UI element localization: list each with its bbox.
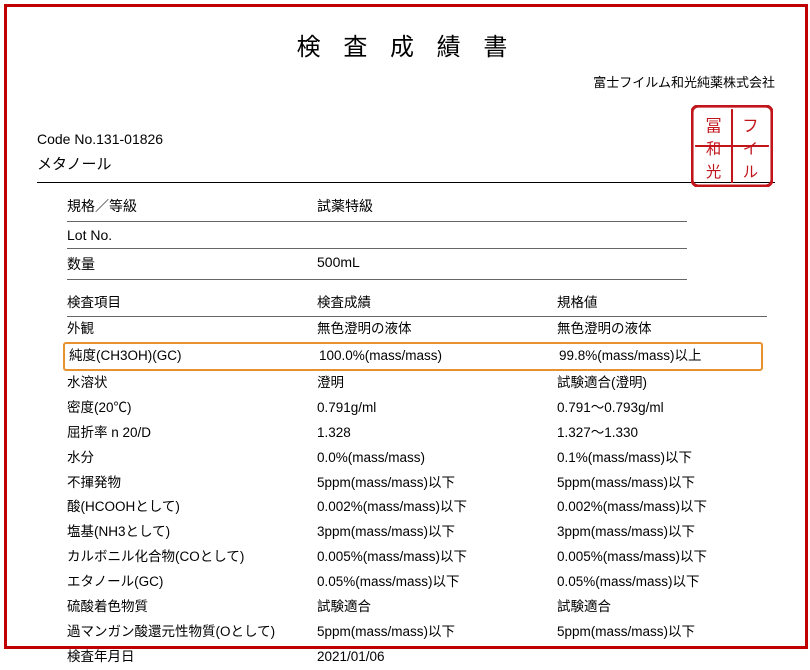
cell-result: 0.791g/ml (317, 398, 557, 419)
svg-text:フ: フ (742, 118, 758, 136)
meta-row-qty: 数量 500mL (67, 249, 687, 280)
cell-result: 無色澄明の液体 (317, 319, 557, 340)
svg-text:冨: 冨 (705, 118, 721, 136)
header-spec: 規格値 (557, 291, 767, 311)
meta-row-lot: Lot No. (67, 222, 687, 249)
table-row: 屈折率 n 20/D1.3281.327～1.330 (67, 421, 767, 446)
cell-result: 0.005%(mass/mass)以下 (317, 547, 557, 568)
cell-spec: 試験適合 (557, 597, 767, 618)
cell-item: 外観 (67, 319, 317, 340)
table-row: エタノール(GC)0.05%(mass/mass)以下0.05%(mass/ma… (67, 570, 767, 595)
cell-result: 2021/01/06 (317, 647, 557, 668)
cell-item: 純度(CH3OH)(GC) (69, 346, 319, 367)
header-result: 検査成績 (317, 291, 557, 311)
cell-result: 3ppm(mass/mass)以下 (317, 522, 557, 543)
qty-value: 500mL (317, 254, 360, 274)
cell-spec: 1.327～1.330 (557, 423, 767, 444)
cell-spec: 試験適合(澄明) (557, 373, 767, 394)
cell-spec: 99.8%(mass/mass)以上 (559, 346, 761, 367)
cell-spec: 0.05%(mass/mass)以下 (557, 572, 767, 593)
table-row: 塩基(NH3として)3ppm(mass/mass)以下3ppm(mass/mas… (67, 520, 767, 545)
results-table: 検査項目 検査成績 規格値 外観 無色澄明の液体 無色澄明の液体 純度(CH3O… (67, 286, 775, 670)
code-number: Code No.131-01826 (37, 131, 775, 147)
cell-spec: 5ppm(mass/mass)以下 (557, 473, 767, 494)
table-row: 硫酸着色物質試験適合試験適合 (67, 595, 767, 620)
cell-result: 0.05%(mass/mass)以下 (317, 572, 557, 593)
table-row: 過マンガン酸還元性物質(Oとして)5ppm(mass/mass)以下5ppm(m… (67, 620, 767, 645)
svg-text:和: 和 (706, 140, 721, 158)
svg-text:ル: ル (743, 164, 758, 181)
cell-item: 過マンガン酸還元性物質(Oとして) (67, 622, 317, 643)
cell-item: 塩基(NH3として) (67, 522, 317, 543)
product-name: メタノール (37, 153, 775, 174)
cell-result: 100.0%(mass/mass) (319, 346, 559, 367)
cell-item: 屈折率 n 20/D (67, 423, 317, 444)
cell-result: 0.0%(mass/mass) (317, 448, 557, 469)
cell-item: 密度(20℃) (67, 398, 317, 419)
cell-item: 硫酸着色物質 (67, 597, 317, 618)
cell-result: 5ppm(mass/mass)以下 (317, 473, 557, 494)
company-name: 富士フイルム和光純薬株式会社 (37, 72, 775, 91)
svg-text:イ: イ (743, 141, 758, 158)
certificate-page: 検 査 成 績 書 富士フイルム和光純薬株式会社 冨 フ 和 イ 光 ル Cod… (4, 4, 808, 649)
table-row: 不揮発物5ppm(mass/mass)以下5ppm(mass/mass)以下 (67, 471, 767, 496)
cell-spec: 0.005%(mass/mass)以下 (557, 547, 767, 568)
divider (37, 182, 775, 183)
cell-item: 水溶状 (67, 373, 317, 394)
cell-result: 澄明 (317, 373, 557, 394)
table-row: 外観 無色澄明の液体 無色澄明の液体 (67, 317, 767, 342)
cell-item: 検査年月日 (67, 647, 317, 668)
cell-spec: 3ppm(mass/mass)以下 (557, 522, 767, 543)
table-row: 水溶状澄明試験適合(澄明) (67, 371, 767, 396)
cell-spec: 0.791～0.793g/ml (557, 398, 767, 419)
cell-spec: 5ppm(mass/mass)以下 (557, 622, 767, 643)
cell-item: カルボニル化合物(COとして) (67, 547, 317, 568)
qty-label: 数量 (67, 254, 317, 274)
svg-text:光: 光 (706, 163, 721, 181)
meta-table: 規格／等級 試薬特級 Lot No. 数量 500mL (67, 191, 775, 280)
highlighted-row: 純度(CH3OH)(GC) 100.0%(mass/mass) 99.8%(ma… (63, 342, 763, 371)
results-header: 検査項目 検査成績 規格値 (67, 286, 767, 317)
table-row: 酸(HCOOHとして)0.002%(mass/mass)以下0.002%(mas… (67, 495, 767, 520)
cell-result: 試験適合 (317, 597, 557, 618)
table-row: 密度(20℃)0.791g/ml0.791～0.793g/ml (67, 396, 767, 421)
cell-spec: 0.1%(mass/mass)以下 (557, 448, 767, 469)
table-row: 検査年月日2021/01/06 (67, 645, 767, 670)
grade-label: 規格／等級 (67, 196, 317, 216)
cell-result: 5ppm(mass/mass)以下 (317, 622, 557, 643)
cell-spec: 無色澄明の液体 (557, 319, 767, 340)
cell-result: 0.002%(mass/mass)以下 (317, 497, 557, 518)
meta-row-grade: 規格／等級 試薬特級 (67, 191, 687, 222)
cell-spec (557, 647, 767, 668)
table-row: カルボニル化合物(COとして)0.005%(mass/mass)以下0.005%… (67, 545, 767, 570)
header-item: 検査項目 (67, 291, 317, 311)
company-seal-icon: 冨 フ 和 イ 光 ル (691, 105, 773, 187)
cell-item: 不揮発物 (67, 473, 317, 494)
grade-value: 試薬特級 (317, 196, 373, 216)
lot-label: Lot No. (67, 227, 317, 243)
doc-title: 検 査 成 績 書 (37, 27, 775, 62)
cell-item: 水分 (67, 448, 317, 469)
cell-item: エタノール(GC) (67, 572, 317, 593)
cell-item: 酸(HCOOHとして) (67, 497, 317, 518)
cell-result: 1.328 (317, 423, 557, 444)
table-row: 水分0.0%(mass/mass)0.1%(mass/mass)以下 (67, 446, 767, 471)
cell-spec: 0.002%(mass/mass)以下 (557, 497, 767, 518)
